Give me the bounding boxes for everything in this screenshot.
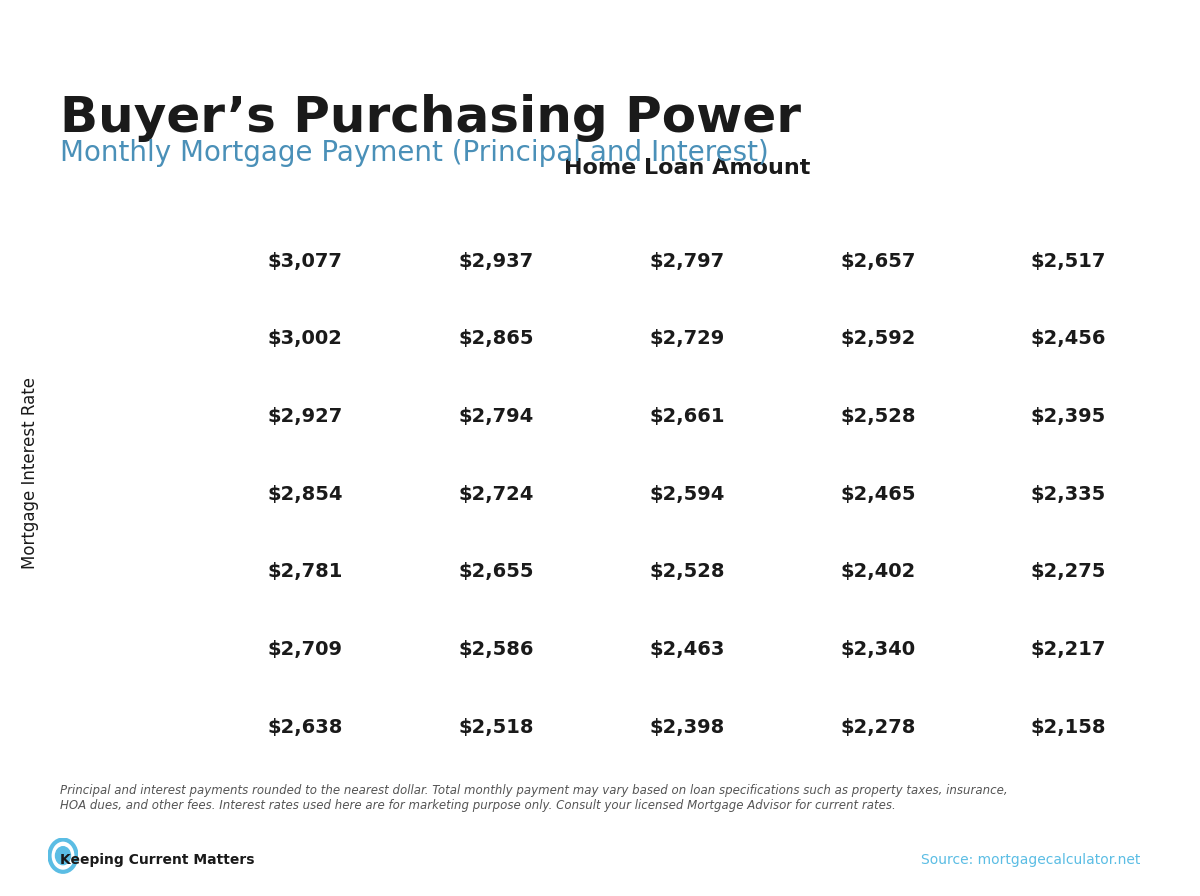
Text: $380,000: $380,000: [827, 191, 929, 211]
Text: $2,661: $2,661: [649, 407, 725, 426]
Text: $2,517: $2,517: [1031, 252, 1106, 271]
Text: $2,463: $2,463: [649, 640, 725, 659]
Text: 7.25%: 7.25%: [125, 329, 193, 349]
Text: $2,709: $2,709: [268, 640, 343, 659]
Text: Monthly Mortgage Payment (Principal and Interest): Monthly Mortgage Payment (Principal and …: [60, 139, 769, 167]
Text: $2,398: $2,398: [649, 718, 725, 737]
Text: 6.25%: 6.25%: [125, 640, 193, 659]
Text: $2,781: $2,781: [268, 563, 343, 582]
Text: $420,000: $420,000: [445, 191, 547, 211]
Text: $2,797: $2,797: [649, 252, 725, 271]
Text: $2,927: $2,927: [268, 407, 343, 426]
Text: $2,865: $2,865: [458, 329, 534, 349]
Text: $2,518: $2,518: [458, 718, 534, 737]
Text: $2,586: $2,586: [458, 640, 534, 659]
Text: $2,456: $2,456: [1031, 329, 1106, 349]
Text: Home Loan Amount: Home Loan Amount: [564, 159, 810, 178]
Text: Buyer’s Purchasing Power: Buyer’s Purchasing Power: [60, 94, 802, 142]
Text: $2,794: $2,794: [458, 407, 534, 426]
Text: $2,594: $2,594: [649, 485, 725, 504]
Text: $2,395: $2,395: [1031, 407, 1106, 426]
Text: $2,724: $2,724: [458, 485, 534, 504]
Circle shape: [55, 847, 71, 865]
Text: $2,729: $2,729: [649, 329, 725, 349]
Text: Source: mortgagecalculator.net: Source: mortgagecalculator.net: [920, 853, 1140, 867]
Text: $360,000: $360,000: [1018, 191, 1120, 211]
Text: 7.50%: 7.50%: [125, 252, 193, 271]
Text: 6.00%: 6.00%: [125, 718, 193, 737]
Text: $2,528: $2,528: [649, 563, 725, 582]
Text: 6.50%: 6.50%: [125, 563, 193, 582]
Text: $2,638: $2,638: [268, 718, 343, 737]
Text: Mortgage Interest Rate: Mortgage Interest Rate: [20, 376, 40, 569]
Text: $440,000: $440,000: [254, 191, 356, 211]
Text: Principal and interest payments rounded to the nearest dollar. Total monthly pay: Principal and interest payments rounded …: [60, 784, 1008, 812]
Text: $2,402: $2,402: [840, 563, 916, 582]
Text: $2,340: $2,340: [840, 640, 916, 659]
Text: $2,937: $2,937: [458, 252, 534, 271]
Text: $2,465: $2,465: [840, 485, 916, 504]
Text: $2,275: $2,275: [1031, 563, 1106, 582]
Text: $2,335: $2,335: [1031, 485, 1106, 504]
Text: $3,002: $3,002: [268, 329, 343, 349]
Text: $2,217: $2,217: [1031, 640, 1106, 659]
Text: $2,655: $2,655: [458, 563, 534, 582]
Text: $2,528: $2,528: [840, 407, 916, 426]
Text: $2,854: $2,854: [268, 485, 343, 504]
Text: $2,592: $2,592: [840, 329, 916, 349]
Text: Keeping Current Matters: Keeping Current Matters: [60, 853, 254, 867]
Text: $2,278: $2,278: [840, 718, 916, 737]
Text: $400,000: $400,000: [636, 191, 738, 211]
Text: $3,077: $3,077: [268, 252, 343, 271]
Text: 6.75%: 6.75%: [125, 485, 193, 504]
Text: $2,657: $2,657: [840, 252, 916, 271]
Text: 7.00%: 7.00%: [126, 407, 192, 426]
Text: $2,158: $2,158: [1031, 718, 1106, 737]
